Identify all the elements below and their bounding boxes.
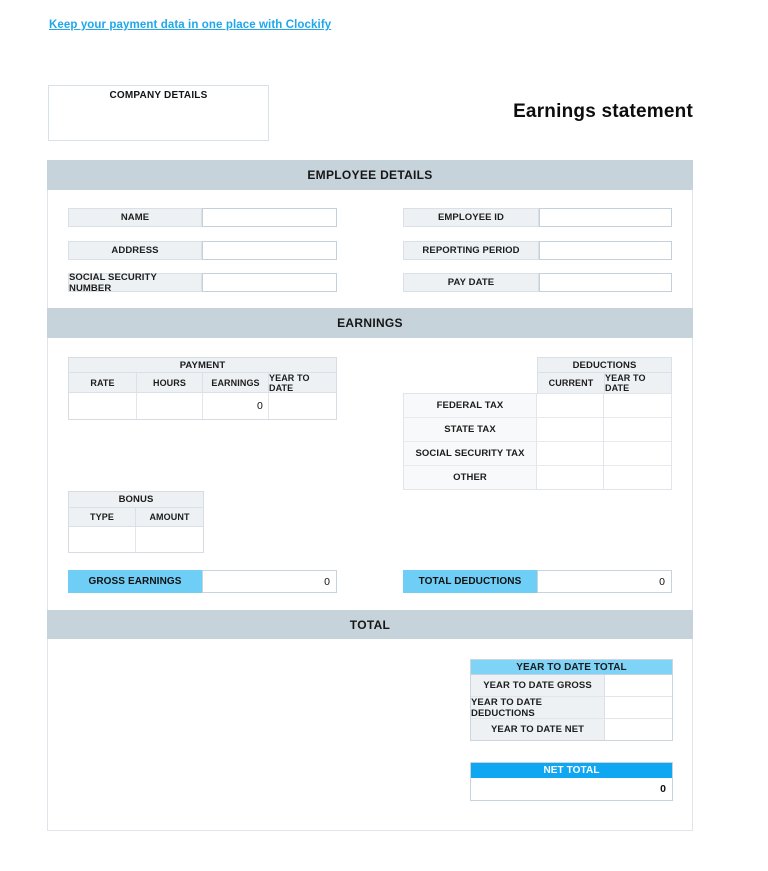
ytd-gross-row: YEAR TO DATE GROSS	[471, 675, 672, 697]
ytd-net-label: YEAR TO DATE NET	[471, 719, 605, 740]
other-current-cell[interactable]	[537, 466, 604, 489]
bonus-data-row	[69, 527, 203, 552]
reporting-period-field[interactable]	[539, 241, 672, 260]
ssn-field[interactable]	[202, 273, 337, 292]
state-tax-current-cell[interactable]	[537, 418, 604, 441]
deductions-table-title: DEDUCTIONS	[538, 358, 671, 373]
payment-col-ytd: YEAR TO DATE	[269, 373, 336, 393]
name-field[interactable]	[202, 208, 337, 227]
company-details-label: COMPANY DETAILS	[109, 90, 208, 101]
address-label: ADDRESS	[68, 241, 202, 260]
field-row-name: NAME	[68, 208, 337, 227]
federal-tax-label: FEDERAL TAX	[404, 394, 537, 417]
payment-ytd-cell[interactable]	[269, 393, 336, 419]
ytd-gross-value[interactable]	[605, 675, 672, 696]
payment-col-rate: RATE	[69, 373, 137, 393]
payment-data-row: 0	[69, 393, 336, 419]
payment-table: PAYMENT RATE HOURS EARNINGS YEAR TO DATE…	[68, 357, 337, 420]
payment-col-hours: HOURS	[137, 373, 203, 393]
bonus-table-title: BONUS	[69, 492, 203, 508]
employee-id-label: EMPLOYEE ID	[403, 208, 539, 227]
address-field[interactable]	[202, 241, 337, 260]
total-deductions-row: TOTAL DEDUCTIONS 0	[403, 570, 672, 593]
year-to-date-total-table: YEAR TO DATE TOTAL YEAR TO DATE GROSS YE…	[470, 659, 673, 741]
total-deductions-label: TOTAL DEDUCTIONS	[403, 570, 537, 593]
net-total-label: NET TOTAL	[471, 763, 672, 778]
payment-col-earnings: EARNINGS	[203, 373, 269, 393]
gross-earnings-label: GROSS EARNINGS	[68, 570, 202, 593]
section-header-earnings: EARNINGS	[47, 308, 693, 338]
deduction-row-social-security-tax: SOCIAL SECURITY TAX	[404, 442, 671, 466]
ytd-total-title: YEAR TO DATE TOTAL	[471, 660, 672, 675]
gross-earnings-row: GROSS EARNINGS 0	[68, 570, 337, 593]
ytd-gross-label: YEAR TO DATE GROSS	[471, 675, 605, 696]
ytd-net-value[interactable]	[605, 719, 672, 740]
field-row-ssn: SOCIAL SECURITY NUMBER	[68, 272, 337, 294]
company-details-box[interactable]: COMPANY DETAILS	[48, 85, 269, 141]
bonus-table: BONUS TYPE AMOUNT	[68, 491, 204, 553]
other-ytd-cell[interactable]	[604, 466, 671, 489]
deductions-table-header: DEDUCTIONS CURRENT YEAR TO DATE	[537, 357, 672, 393]
net-total-value[interactable]: 0	[471, 778, 672, 800]
federal-tax-ytd-cell[interactable]	[604, 394, 671, 417]
field-row-reporting-period: REPORTING PERIOD	[403, 241, 672, 260]
deduction-row-federal-tax: FEDERAL TAX	[404, 394, 671, 418]
page-title: Earnings statement	[513, 101, 693, 122]
section-header-total: TOTAL	[47, 610, 693, 639]
social-security-tax-label: SOCIAL SECURITY TAX	[404, 442, 537, 465]
section-header-employee-details: EMPLOYEE DETAILS	[47, 160, 693, 190]
field-row-pay-date: PAY DATE	[403, 273, 672, 292]
payment-hours-cell[interactable]	[137, 393, 203, 419]
bonus-col-amount: AMOUNT	[136, 508, 203, 527]
bonus-col-type: TYPE	[69, 508, 136, 527]
name-label: NAME	[68, 208, 202, 227]
reporting-period-label: REPORTING PERIOD	[403, 241, 539, 260]
gross-earnings-value[interactable]: 0	[202, 570, 337, 593]
state-tax-ytd-cell[interactable]	[604, 418, 671, 441]
ssn-label: SOCIAL SECURITY NUMBER	[68, 272, 202, 294]
social-security-tax-current-cell[interactable]	[537, 442, 604, 465]
employee-id-field[interactable]	[539, 208, 672, 227]
ytd-deductions-value[interactable]	[605, 697, 672, 718]
payment-rate-cell[interactable]	[69, 393, 137, 419]
social-security-tax-ytd-cell[interactable]	[604, 442, 671, 465]
deduction-row-state-tax: STATE TAX	[404, 418, 671, 442]
bonus-amount-cell[interactable]	[136, 527, 203, 552]
deduction-row-other: OTHER	[404, 466, 671, 489]
payment-table-title: PAYMENT	[69, 358, 336, 373]
ytd-deductions-label: YEAR TO DATE DEDUCTIONS	[471, 697, 605, 719]
payment-earnings-cell[interactable]: 0	[203, 393, 269, 419]
other-deduction-label: OTHER	[404, 466, 537, 489]
bonus-type-cell[interactable]	[69, 527, 136, 552]
ytd-deductions-row: YEAR TO DATE DEDUCTIONS	[471, 697, 672, 719]
field-row-employee-id: EMPLOYEE ID	[403, 208, 672, 227]
deductions-col-current: CURRENT	[538, 373, 605, 393]
pay-date-label: PAY DATE	[403, 273, 539, 292]
ytd-net-row: YEAR TO DATE NET	[471, 719, 672, 740]
clockify-promo-link[interactable]: Keep your payment data in one place with…	[49, 19, 332, 31]
total-deductions-value[interactable]: 0	[537, 570, 672, 593]
pay-date-field[interactable]	[539, 273, 672, 292]
net-total-table: NET TOTAL 0	[470, 762, 673, 801]
deductions-col-ytd: YEAR TO DATE	[605, 373, 671, 393]
state-tax-label: STATE TAX	[404, 418, 537, 441]
field-row-address: ADDRESS	[68, 241, 337, 260]
deductions-table-body: FEDERAL TAX STATE TAX SOCIAL SECURITY TA…	[403, 393, 672, 490]
federal-tax-current-cell[interactable]	[537, 394, 604, 417]
